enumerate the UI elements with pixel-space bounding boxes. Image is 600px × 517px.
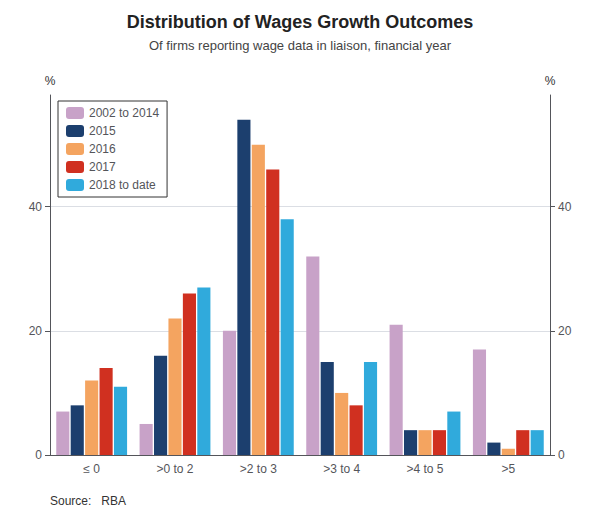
- svg-text:2015: 2015: [89, 124, 116, 138]
- svg-text:Distribution of Wages Growth O: Distribution of Wages Growth Outcomes: [127, 12, 473, 32]
- svg-text:2016: 2016: [89, 142, 116, 156]
- svg-text:20: 20: [29, 324, 43, 338]
- svg-text:Of firms reporting wage data i: Of firms reporting wage data in liaison,…: [149, 38, 452, 53]
- svg-text:%: %: [45, 74, 56, 88]
- svg-text:%: %: [545, 74, 556, 88]
- svg-text:2002 to 2014: 2002 to 2014: [89, 106, 159, 120]
- svg-text:>2 to 3: >2 to 3: [240, 462, 277, 476]
- svg-text:>3 to 4: >3 to 4: [323, 462, 360, 476]
- svg-text:2018 to date: 2018 to date: [89, 178, 156, 192]
- svg-text:2017: 2017: [89, 160, 116, 174]
- svg-text:0: 0: [35, 448, 42, 462]
- svg-text:>4 to 5: >4 to 5: [406, 462, 443, 476]
- svg-text:>0 to 2: >0 to 2: [156, 462, 193, 476]
- svg-text:≤ 0: ≤ 0: [83, 462, 100, 476]
- svg-text:40: 40: [29, 200, 43, 214]
- svg-text:20: 20: [558, 324, 572, 338]
- svg-text:>5: >5: [501, 462, 515, 476]
- svg-text:0: 0: [558, 448, 565, 462]
- svg-text:40: 40: [558, 200, 572, 214]
- svg-text:Source: RBA: Source: RBA: [50, 494, 126, 508]
